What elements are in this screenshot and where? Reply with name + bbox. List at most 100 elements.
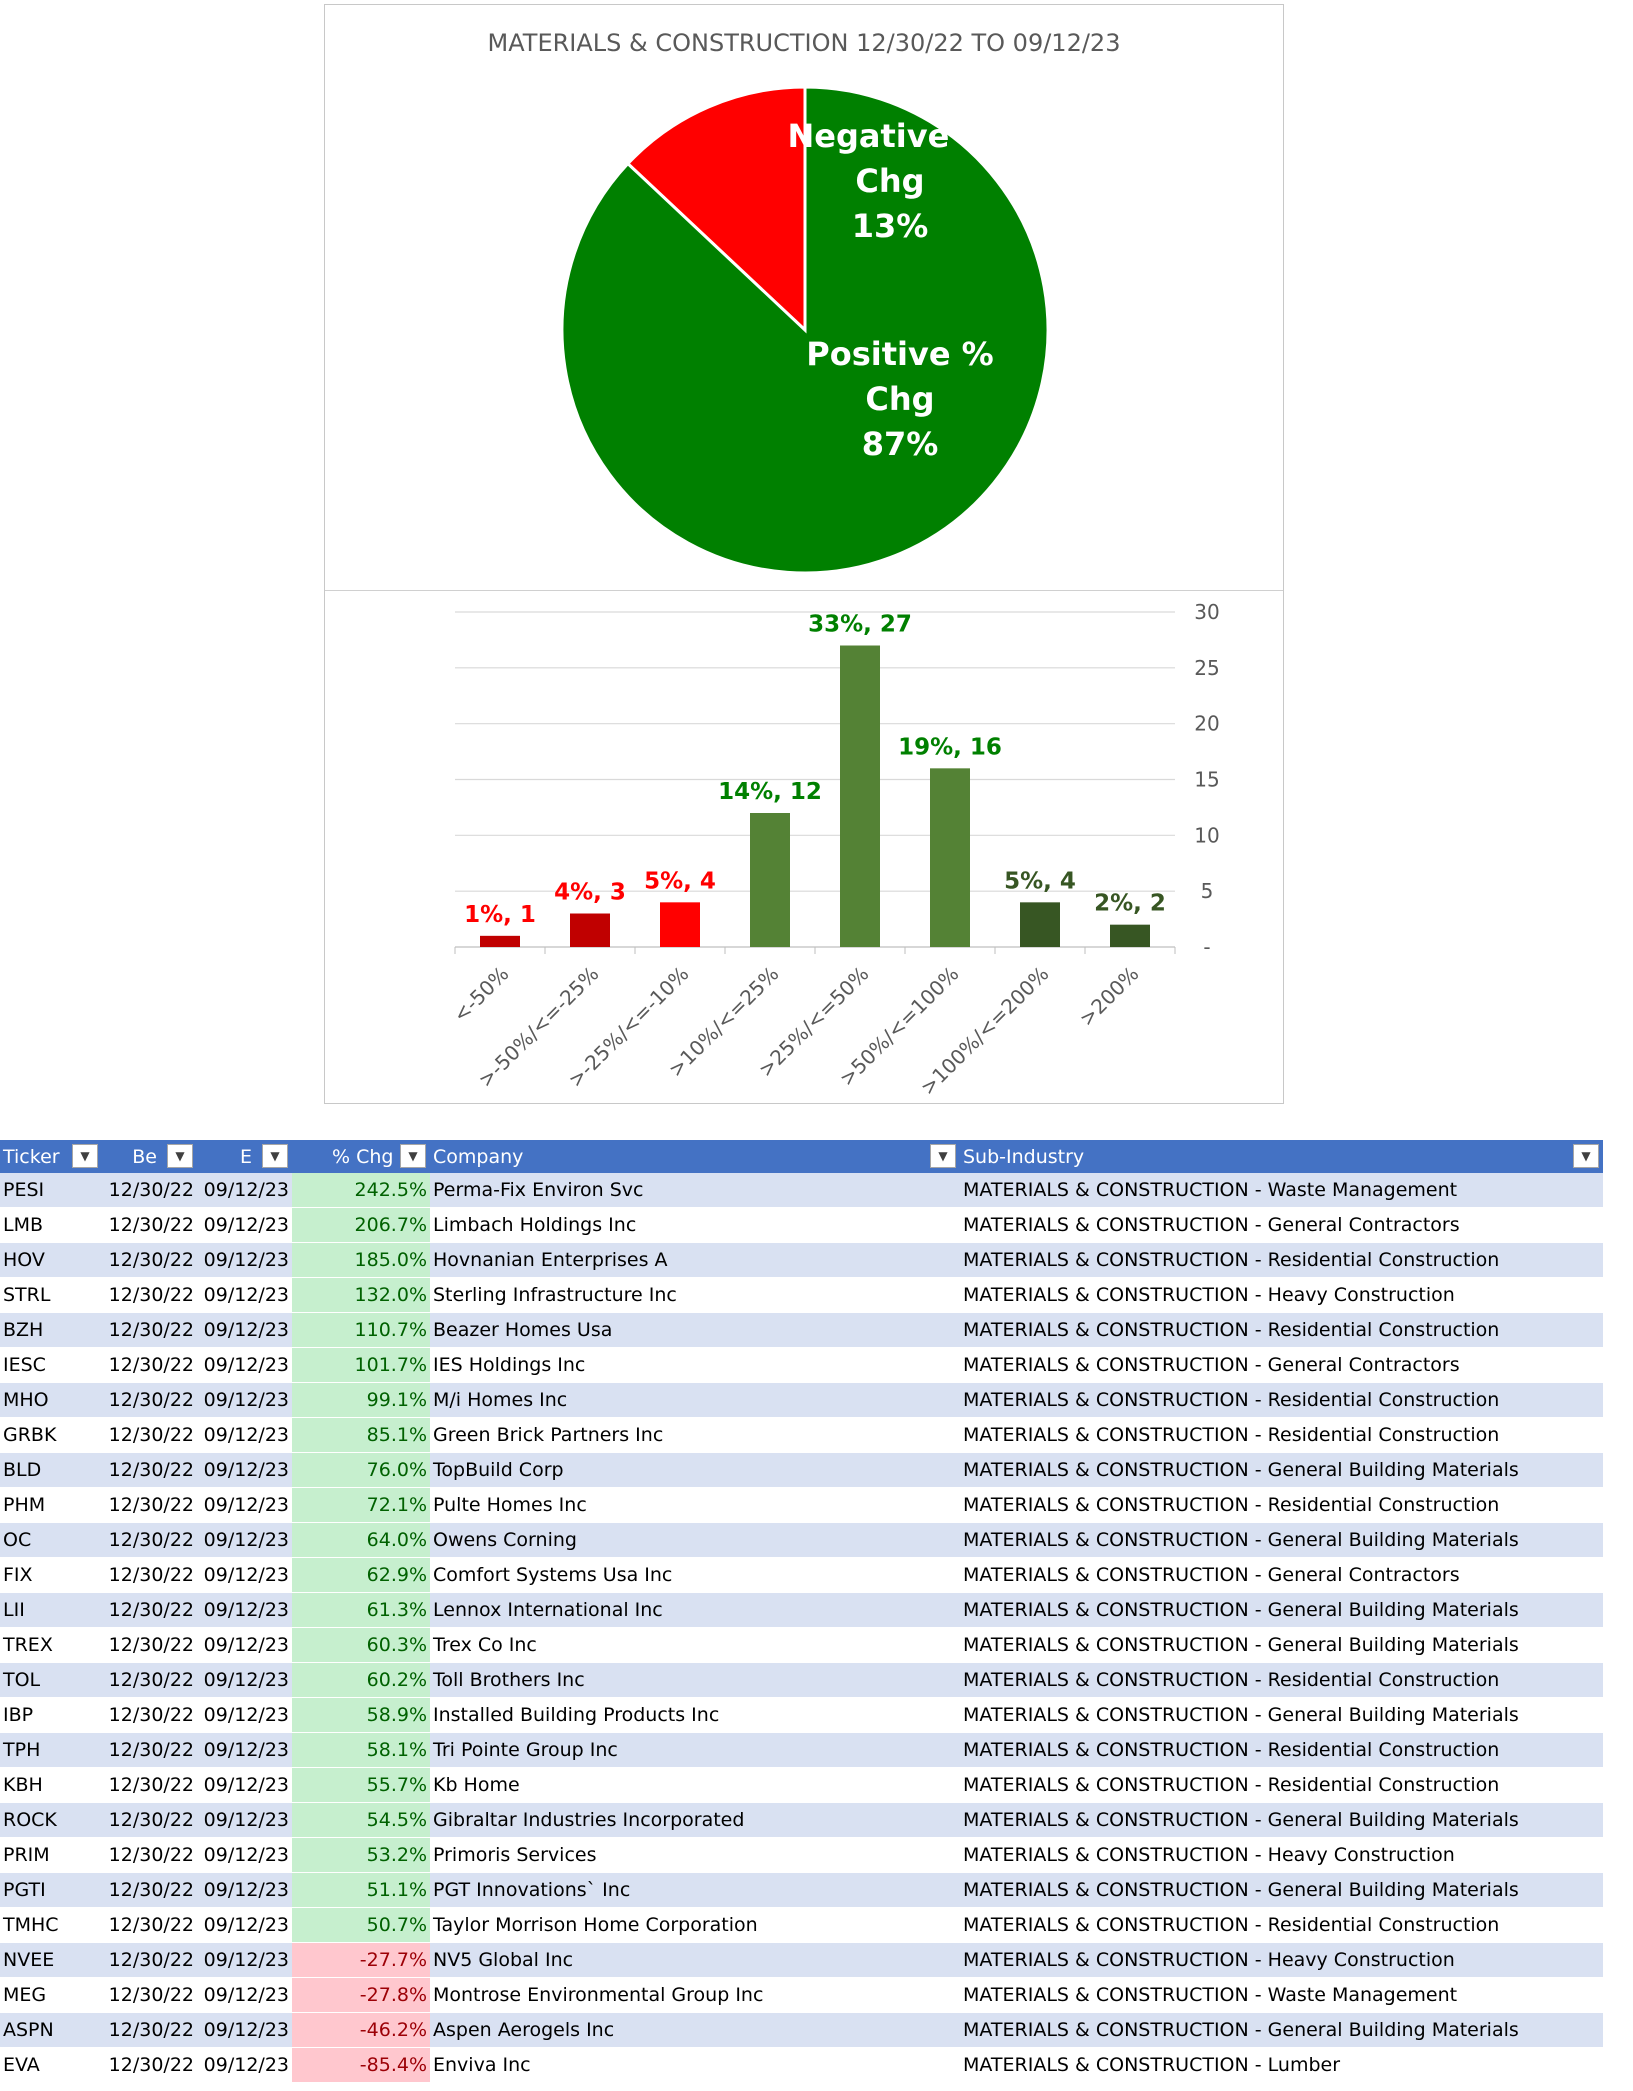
cell-pct-change: 58.1% [292,1732,430,1768]
table-row[interactable]: PRIM 12/30/22 09/12/23 53.2% Primoris Servic… [0,1837,1603,1873]
cell-pct-change: 60.3% [292,1627,430,1663]
filter-dropdown-icon[interactable]: ▼ [1573,1144,1599,1168]
header-pct-change[interactable]: % Chg ▼ [292,1140,430,1173]
table-row[interactable]: PGTI 12/30/22 09/12/23 51.1% PGT Innovations… [0,1872,1603,1908]
header-begin-date[interactable]: Be ▼ [102,1140,197,1173]
y-tick-label: 20 [1194,712,1219,736]
cell-end-date: 09/12/23 [197,1277,292,1313]
x-tick-label: >200% [1074,962,1143,1031]
table-row[interactable]: MEG 12/30/22 09/12/23 -27.8% Montrose Enviro… [0,1977,1603,2013]
cell-ticker: MHO [0,1382,102,1418]
cell-begin-date: 12/30/22 [102,1347,197,1383]
bar-data-label: 2%, 2 [1094,891,1166,917]
table-row[interactable]: NVEE 12/30/22 09/12/23 -27.7% NV5 Global Inc… [0,1942,1603,1978]
cell-begin-date: 12/30/22 [102,1417,197,1453]
cell-end-date: 09/12/23 [197,1942,292,1978]
table-row[interactable]: MHO 12/30/22 09/12/23 99.1% M/i Homes Inc MAT… [0,1382,1603,1418]
cell-company: Trex Co Inc [430,1627,960,1663]
cell-sub-industry: MATERIALS & CONSTRUCTION - Residential C… [960,1242,1603,1278]
header-sub-industry[interactable]: Sub-Industry ▼ [960,1140,1603,1173]
cell-end-date: 09/12/23 [197,1907,292,1943]
cell-end-date: 09/12/23 [197,2012,292,2048]
cell-begin-date: 12/30/22 [102,1207,197,1243]
cell-company: IES Holdings Inc [430,1347,960,1383]
cell-sub-industry: MATERIALS & CONSTRUCTION - Heavy Constru… [960,1277,1603,1313]
cell-sub-industry: MATERIALS & CONSTRUCTION - Residential C… [960,1732,1603,1768]
y-tick-label: 5 [1201,879,1214,903]
cell-company: Hovnanian Enterprises A [430,1242,960,1278]
cell-company: PGT Innovations` Inc [430,1872,960,1908]
filter-dropdown-icon[interactable]: ▼ [167,1144,193,1168]
cell-ticker: LMB [0,1207,102,1243]
cell-pct-change: -46.2% [292,2012,430,2048]
table-row[interactable]: TPH 12/30/22 09/12/23 58.1% Tri Pointe Group… [0,1732,1603,1768]
cell-company: Perma-Fix Environ Svc [430,1173,960,1208]
table-row[interactable]: IBP 12/30/22 09/12/23 58.9% Installed Buildi… [0,1697,1603,1733]
table-row[interactable]: TOL 12/30/22 09/12/23 60.2% Toll Brothers In… [0,1662,1603,1698]
cell-end-date: 09/12/23 [197,1207,292,1243]
table-row[interactable]: KBH 12/30/22 09/12/23 55.7% Kb Home MATERIALS… [0,1767,1603,1803]
cell-sub-industry: MATERIALS & CONSTRUCTION - Heavy Constru… [960,1942,1603,1978]
table-row[interactable]: LII 12/30/22 09/12/23 61.3% Lennox Internati… [0,1592,1603,1628]
cell-ticker: OC [0,1522,102,1558]
bar [480,935,520,947]
cell-begin-date: 12/30/22 [102,2012,197,2048]
cell-company: Beazer Homes Usa [430,1312,960,1348]
cell-pct-change: 85.1% [292,1417,430,1453]
cell-sub-industry: MATERIALS & CONSTRUCTION - Residential C… [960,1382,1603,1418]
cell-company: Aspen Aerogels Inc [430,2012,960,2048]
cell-end-date: 09/12/23 [197,1347,292,1383]
table-row[interactable]: FIX 12/30/22 09/12/23 62.9% Comfort Systems … [0,1557,1603,1593]
table-row[interactable]: IESC 12/30/22 09/12/23 101.7% IES Holdings I… [0,1347,1603,1383]
pie-slice-label: 13% [852,207,929,245]
cell-ticker: PRIM [0,1837,102,1873]
cell-end-date: 09/12/23 [197,1557,292,1593]
table-row[interactable]: TREX 12/30/22 09/12/23 60.3% Trex Co Inc MATE… [0,1627,1603,1663]
filter-dropdown-icon[interactable]: ▼ [930,1144,956,1168]
table-row[interactable]: ROCK 12/30/22 09/12/23 54.5% Gibraltar Indus… [0,1802,1603,1838]
cell-end-date: 09/12/23 [197,1802,292,1838]
table-row[interactable]: PHM 12/30/22 09/12/23 72.1% Pulte Homes Inc M… [0,1487,1603,1523]
y-tick-label: 10 [1194,823,1219,847]
pie-slice [625,85,807,334]
y-tick-label: 30 [1194,600,1219,624]
table-row[interactable]: BLD 12/30/22 09/12/23 76.0% TopBuild Corp MAT… [0,1452,1603,1488]
cell-company: TopBuild Corp [430,1452,960,1488]
cell-begin-date: 12/30/22 [102,1312,197,1348]
cell-sub-industry: MATERIALS & CONSTRUCTION - General Build… [960,1522,1603,1558]
header-ticker[interactable]: Ticker ▼ [0,1140,102,1173]
filter-dropdown-icon[interactable]: ▼ [400,1144,426,1168]
table-row[interactable]: STRL 12/30/22 09/12/23 132.0% Sterling Infra… [0,1277,1603,1313]
bar [840,645,880,947]
cell-begin-date: 12/30/22 [102,1732,197,1768]
cell-sub-industry: MATERIALS & CONSTRUCTION - Residential C… [960,1487,1603,1523]
table-row[interactable]: OC 12/30/22 09/12/23 64.0% Owens Corning MATE… [0,1522,1603,1558]
filter-dropdown-icon[interactable]: ▼ [262,1144,288,1168]
cell-company: Pulte Homes Inc [430,1487,960,1523]
cell-sub-industry: MATERIALS & CONSTRUCTION - General Build… [960,1872,1603,1908]
cell-begin-date: 12/30/22 [102,1907,197,1943]
cell-sub-industry: MATERIALS & CONSTRUCTION - General Contr… [960,1207,1603,1243]
cell-end-date: 09/12/23 [197,1173,292,1208]
table-row[interactable]: LMB 12/30/22 09/12/23 206.7% Limbach Holding… [0,1207,1603,1243]
table-row[interactable]: TMHC 12/30/22 09/12/23 50.7% Taylor Morrison… [0,1907,1603,1943]
table-row[interactable]: BZH 12/30/22 09/12/23 110.7% Beazer Homes Us… [0,1312,1603,1348]
table-row[interactable]: PESI 12/30/22 09/12/23 242.5% Perma-Fix Envi… [0,1173,1603,1208]
cell-ticker: ROCK [0,1802,102,1838]
table-row[interactable]: HOV 12/30/22 09/12/23 185.0% Hovnanian Enter… [0,1242,1603,1278]
header-end-date[interactable]: E ▼ [197,1140,292,1173]
cell-end-date: 09/12/23 [197,1627,292,1663]
table-row[interactable]: EVA 12/30/22 09/12/23 -85.4% Enviva Inc MATER… [0,2047,1603,2083]
table-row[interactable]: GRBK 12/30/22 09/12/23 85.1% Green Brick Par… [0,1417,1603,1453]
cell-end-date: 09/12/23 [197,1487,292,1523]
cell-company: Montrose Environmental Group Inc [430,1977,960,2013]
cell-sub-industry: MATERIALS & CONSTRUCTION - General Build… [960,2012,1603,2048]
filter-dropdown-icon[interactable]: ▼ [72,1144,98,1168]
cell-begin-date: 12/30/22 [102,1872,197,1908]
cell-begin-date: 12/30/22 [102,1557,197,1593]
bar [570,913,610,947]
header-company[interactable]: Company ▼ [430,1140,960,1173]
pie-slice-label: Positive % [806,335,993,373]
cell-company: NV5 Global Inc [430,1942,960,1978]
table-row[interactable]: ASPN 12/30/22 09/12/23 -46.2% Aspen Aerogels… [0,2012,1603,2048]
